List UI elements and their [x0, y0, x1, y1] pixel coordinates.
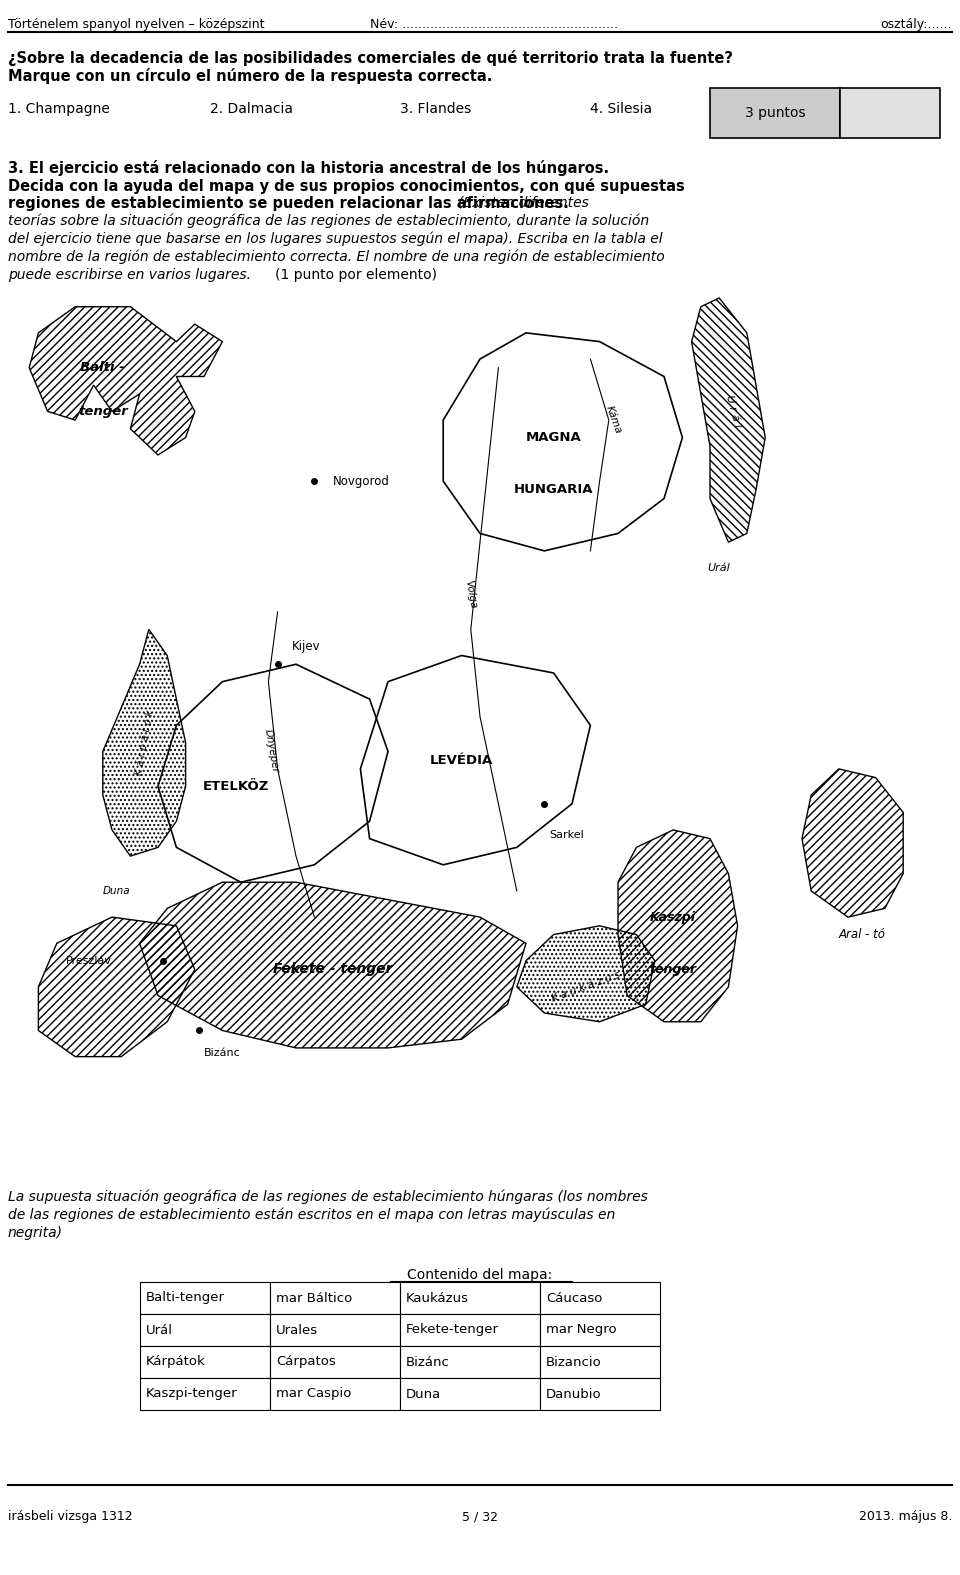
- Text: Balti-tenger: Balti-tenger: [146, 1292, 225, 1304]
- Text: Preszláv: Preszláv: [66, 956, 112, 965]
- Text: 1. Champagne: 1. Champagne: [8, 102, 109, 117]
- Text: tenger: tenger: [650, 962, 697, 976]
- Text: Dnyeper: Dnyeper: [262, 729, 280, 775]
- Bar: [270, 1347, 400, 1378]
- Text: 5 / 32: 5 / 32: [462, 1510, 498, 1523]
- Text: ¿Sobre la decadencia de las posibilidades comerciales de qué territorio trata la: ¿Sobre la decadencia de las posibilidade…: [8, 50, 733, 66]
- Text: del ejercicio tiene que basarse en los lugares supuestos según el mapa). Escriba: del ejercicio tiene que basarse en los l…: [8, 232, 662, 247]
- Text: Kaukázus: Kaukázus: [406, 1292, 469, 1304]
- Text: Urál: Urál: [708, 564, 731, 573]
- Bar: [140, 1282, 270, 1314]
- Text: K á r p á t o k: K á r p á t o k: [133, 709, 156, 776]
- Bar: [400, 1282, 540, 1314]
- Text: Kaszpi-tenger: Kaszpi-tenger: [146, 1388, 238, 1400]
- Text: Aral - tó: Aral - tó: [838, 928, 885, 940]
- Text: de las regiones de establecimiento están escritos en el mapa con letras mayúscul: de las regiones de establecimiento están…: [8, 1208, 615, 1222]
- Text: HUNGARIA: HUNGARIA: [514, 484, 593, 496]
- Text: Duna: Duna: [406, 1388, 442, 1400]
- Bar: [270, 1282, 400, 1314]
- Text: Fekete-tenger: Fekete-tenger: [406, 1323, 499, 1337]
- Text: Cárpatos: Cárpatos: [276, 1356, 336, 1369]
- Text: Balti -: Balti -: [81, 361, 125, 375]
- Text: 4. Silesia: 4. Silesia: [590, 102, 652, 117]
- Text: (Existen diferentes: (Existen diferentes: [458, 195, 588, 209]
- Text: Bizánc: Bizánc: [406, 1356, 450, 1369]
- Bar: [540, 1378, 660, 1410]
- Text: 2. Dalmacia: 2. Dalmacia: [210, 102, 293, 117]
- Text: Név: ......................................................: Név: ...................................…: [370, 17, 618, 32]
- Bar: [400, 1347, 540, 1378]
- Text: Contenido del mapa:: Contenido del mapa:: [407, 1268, 553, 1282]
- Text: irásbeli vizsga 1312: irásbeli vizsga 1312: [8, 1510, 132, 1523]
- Bar: [710, 88, 840, 139]
- Text: Bizánc: Bizánc: [204, 1047, 241, 1058]
- Text: MAGNA: MAGNA: [526, 432, 582, 444]
- Text: tenger: tenger: [78, 405, 128, 417]
- Text: U r á l: U r á l: [724, 394, 742, 428]
- Bar: [140, 1378, 270, 1410]
- Text: Kárpátok: Kárpátok: [146, 1356, 205, 1369]
- Text: Volga: Volga: [464, 580, 478, 610]
- Bar: [270, 1314, 400, 1347]
- Text: 3. Flandes: 3. Flandes: [400, 102, 471, 117]
- Text: nombre de la región de establecimiento correcta. El nombre de una región de esta: nombre de la región de establecimiento c…: [8, 250, 664, 265]
- Bar: [540, 1347, 660, 1378]
- Text: negrita): negrita): [8, 1225, 63, 1240]
- Text: Duna: Duna: [103, 887, 131, 896]
- Text: Bizancio: Bizancio: [546, 1356, 602, 1369]
- Bar: [400, 1314, 540, 1347]
- Text: Danubio: Danubio: [546, 1388, 602, 1400]
- Bar: [540, 1314, 660, 1347]
- Bar: [270, 1378, 400, 1410]
- Text: teorías sobre la situación geográfica de las regiones de establecimiento, durant: teorías sobre la situación geográfica de…: [8, 214, 649, 228]
- Text: mar Báltico: mar Báltico: [276, 1292, 352, 1304]
- Text: Cáucaso: Cáucaso: [546, 1292, 602, 1304]
- Text: Sarkel: Sarkel: [549, 830, 584, 839]
- Text: Kaszpi: Kaszpi: [650, 910, 696, 923]
- Text: Marque con un círculo el número de la respuesta correcta.: Marque con un círculo el número de la re…: [8, 68, 492, 83]
- Text: (1 punto por elemento): (1 punto por elemento): [275, 268, 437, 282]
- Text: puede escribirse en varios lugares.: puede escribirse en varios lugares.: [8, 268, 251, 282]
- Text: LEVÉDIA: LEVÉDIA: [430, 754, 493, 767]
- Text: Fekete - tenger: Fekete - tenger: [273, 962, 393, 976]
- Text: 2013. május 8.: 2013. május 8.: [858, 1510, 952, 1523]
- Text: ETELKÖZ: ETELKÖZ: [203, 780, 270, 792]
- Text: Urales: Urales: [276, 1323, 318, 1337]
- Text: Kijev: Kijev: [292, 641, 320, 654]
- Text: Káma: Káma: [604, 405, 623, 436]
- Text: Novgorod: Novgorod: [333, 474, 390, 488]
- Bar: [540, 1282, 660, 1314]
- Bar: [840, 88, 940, 139]
- Text: La supuesta situación geográfica de las regiones de establecimiento húngaras (lo: La supuesta situación geográfica de las …: [8, 1191, 648, 1205]
- Text: K a u k á z u s: K a u k á z u s: [550, 970, 621, 1003]
- Text: Urál: Urál: [146, 1323, 173, 1337]
- Text: osztály:......: osztály:......: [880, 17, 952, 32]
- Text: regiones de establecimiento se pueden relacionar las afirmaciones.: regiones de establecimiento se pueden re…: [8, 195, 569, 211]
- Text: Történelem spanyol nyelven – középszint: Történelem spanyol nyelven – középszint: [8, 17, 265, 32]
- Bar: [140, 1347, 270, 1378]
- Text: mar Caspio: mar Caspio: [276, 1388, 351, 1400]
- Text: mar Negro: mar Negro: [546, 1323, 616, 1337]
- Bar: [140, 1314, 270, 1347]
- Text: 3 puntos: 3 puntos: [745, 106, 805, 120]
- Text: Decida con la ayuda del mapa y de sus propios conocimientos, con qué supuestas: Decida con la ayuda del mapa y de sus pr…: [8, 178, 684, 194]
- Bar: [400, 1378, 540, 1410]
- Text: 3. El ejercicio está relacionado con la historia ancestral de los húngaros.: 3. El ejercicio está relacionado con la …: [8, 161, 610, 176]
